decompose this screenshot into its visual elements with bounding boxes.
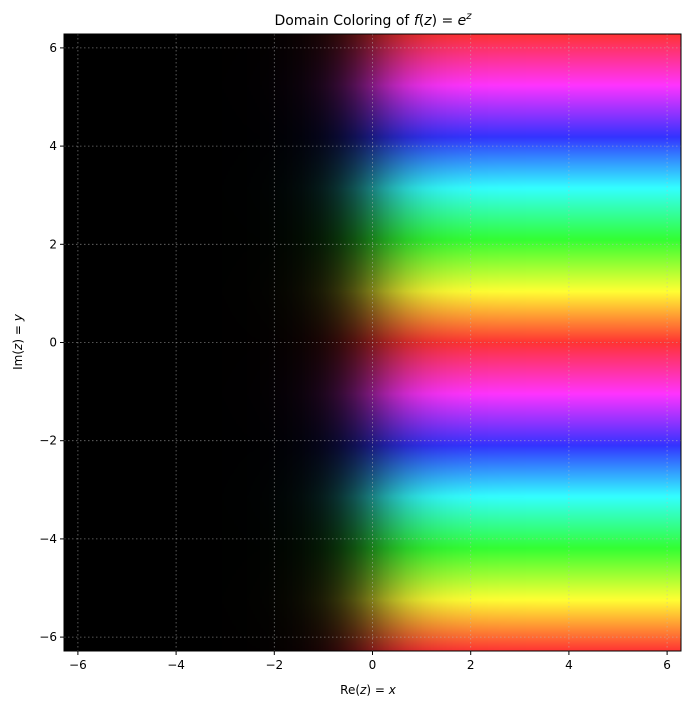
y-tick-label: −4	[39, 532, 57, 546]
plot-area	[63, 33, 682, 652]
x-tick-label: 6	[663, 658, 671, 672]
x-axis-label: Re(z) = x	[340, 683, 397, 697]
y-tick-label: 4	[49, 139, 57, 153]
chart-title: Domain Coloring of f(z) = ez	[274, 11, 472, 29]
grid-lines	[64, 34, 681, 651]
x-tick-label: 0	[369, 658, 377, 672]
y-tick-label: 0	[49, 336, 57, 350]
y-axis: −6 −4 −2 0 2 4 6	[39, 41, 64, 644]
x-tick-label: −6	[69, 658, 87, 672]
y-tick-label: −6	[39, 630, 57, 644]
x-axis: −6 −4 −2 0 2 4 6	[69, 651, 671, 672]
x-tick-label: −4	[167, 658, 185, 672]
y-axis-label: Im(z) = y	[11, 313, 25, 370]
x-tick-label: 2	[467, 658, 475, 672]
x-tick-label: −2	[265, 658, 283, 672]
y-tick-label: 2	[49, 237, 57, 251]
y-tick-label: −2	[39, 434, 57, 448]
y-tick-label: 6	[49, 41, 57, 55]
x-tick-label: 4	[565, 658, 573, 672]
